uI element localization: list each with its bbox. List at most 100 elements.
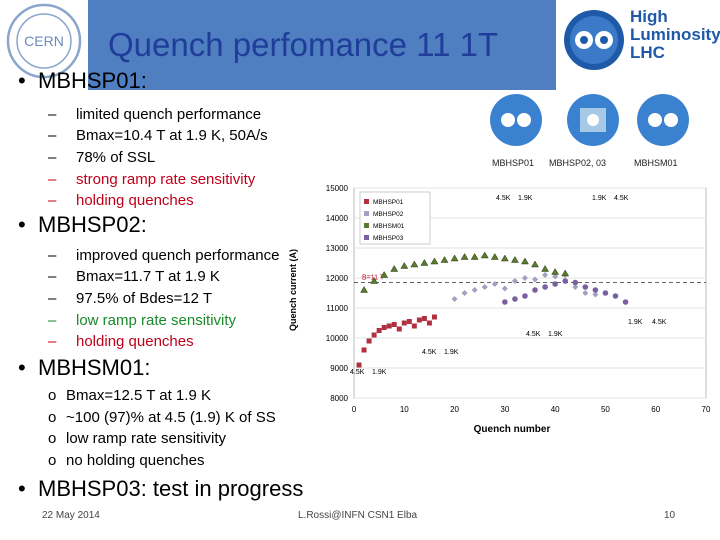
- data-point: [381, 325, 387, 330]
- data-point: [582, 284, 589, 290]
- data-point: [532, 276, 539, 283]
- data-point: [356, 362, 362, 368]
- temperature-label: 1.9K: [372, 369, 387, 376]
- data-point: [361, 347, 367, 353]
- data-point: [511, 278, 518, 284]
- data-point: [521, 257, 529, 265]
- data-point: [562, 278, 568, 284]
- hl-lhc-logo-text: High Luminosity LHC: [630, 8, 720, 62]
- list-item: o Bmax=12.5 T at 1.9 K: [48, 387, 211, 404]
- list-item: – limited quench performance: [48, 106, 262, 123]
- x-axis-label: Quench number: [474, 424, 551, 435]
- list-item: – Bmax=10.4 T at 1.9 K, 50A/s: [48, 127, 268, 144]
- bullet-mbhsm01: • MBHSM01:: [18, 355, 151, 380]
- hl-line-1: High: [630, 7, 668, 26]
- temperature-label: 1.9K: [592, 195, 607, 202]
- bullet-mbhsp01: • MBHSP01:: [18, 68, 147, 93]
- data-point: [521, 275, 528, 281]
- temperature-label: 4.5K: [526, 331, 541, 338]
- data-point: [390, 265, 399, 272]
- data-point: [490, 253, 499, 260]
- bullet-label: MBHSP02:: [38, 212, 147, 237]
- data-point: [471, 287, 478, 293]
- data-point: [572, 284, 579, 290]
- temperature-label: 4.5K: [350, 369, 365, 376]
- x-tick-label: 40: [551, 405, 560, 414]
- temperature-label: 1.9K: [548, 331, 563, 338]
- legend-label: MBHSP02: [373, 211, 404, 218]
- x-tick-label: 50: [601, 405, 610, 414]
- data-point: [531, 260, 539, 268]
- temperature-label: 1.9K: [444, 349, 459, 356]
- y-tick-label: 13000: [326, 244, 349, 253]
- data-point: [430, 257, 439, 265]
- data-point: [450, 254, 459, 262]
- data-point: [480, 251, 489, 259]
- bullet-mbhsp03: • MBHSP03: test in progress: [18, 476, 304, 501]
- data-point: [470, 253, 479, 260]
- list-item: o low ramp rate sensitivity: [48, 430, 227, 447]
- chart-legend: MBHSP01 MBHSP02 MBHSM01 MBHSP03: [359, 191, 431, 245]
- data-point: [502, 299, 508, 305]
- data-point: [561, 269, 570, 277]
- y-tick-label: 14000: [326, 214, 349, 223]
- data-point: [542, 272, 549, 278]
- list-item: –97.5% of Bdes=12 T: [48, 290, 213, 307]
- data-point: [500, 254, 509, 262]
- data-point: [510, 256, 519, 263]
- list-item: –78% of SSL: [48, 149, 156, 166]
- data-point: [426, 320, 432, 326]
- temperature-label: 4.5K: [652, 319, 667, 326]
- bullet-label: MBHSP01:: [38, 68, 147, 93]
- data-point: [460, 253, 469, 260]
- x-tick-label: 70: [702, 405, 711, 414]
- hl-lhc-logo: [564, 10, 624, 70]
- data-point: [386, 323, 392, 329]
- y-tick-label: 15000: [326, 184, 349, 193]
- data-point: [602, 290, 609, 296]
- bullet-label: MBHSP03: test in progress: [38, 476, 304, 501]
- legend-swatch: [364, 235, 369, 240]
- y-tick-label: 11000: [326, 304, 348, 313]
- y-tick-label: 8000: [330, 394, 348, 403]
- x-tick-label: 60: [651, 405, 660, 414]
- legend-swatch: [364, 199, 369, 204]
- data-point: [612, 293, 619, 299]
- bullet-label: MBHSM01:: [38, 355, 151, 380]
- reference-line-label: B=11 T: [362, 275, 385, 282]
- x-tick-label: 30: [500, 405, 509, 414]
- data-point: [522, 293, 528, 299]
- data-point: [366, 338, 372, 344]
- temperature-label: 1.9K: [628, 319, 643, 326]
- temperature-label: 4.5K: [496, 195, 511, 202]
- data-point: [501, 285, 508, 292]
- x-tick-label: 10: [400, 405, 409, 414]
- data-point: [491, 281, 498, 287]
- temperature-label: 1.9K: [518, 195, 533, 202]
- list-item: – improved quench performance: [48, 247, 280, 264]
- data-point: [421, 316, 427, 321]
- title-banner: [88, 0, 556, 90]
- data-point: [391, 322, 397, 327]
- list-item: – holding quenches: [48, 192, 194, 209]
- data-point: [461, 290, 468, 296]
- temperature-label: 4.5K: [422, 349, 437, 356]
- thumb-label-3: MBHSM01: [634, 158, 678, 168]
- data-point: [406, 319, 412, 324]
- list-item: – low ramp rate sensitivity: [48, 312, 237, 329]
- data-point: [592, 291, 599, 298]
- data-point: [431, 314, 437, 320]
- data-point: [541, 265, 550, 272]
- data-point: [582, 290, 589, 296]
- data-point: [401, 320, 407, 326]
- data-point: [420, 259, 429, 266]
- chart-grid: [353, 187, 707, 399]
- x-tick-label: 0: [352, 405, 357, 414]
- bullet-mbhsp02: • MBHSP02:: [18, 212, 147, 237]
- data-point: [416, 317, 422, 323]
- data-point: [592, 287, 599, 293]
- data-point: [552, 281, 558, 287]
- data-point: [371, 332, 377, 338]
- magnet-cross-sections: [490, 94, 689, 146]
- list-item: o no holding quenches: [48, 452, 205, 469]
